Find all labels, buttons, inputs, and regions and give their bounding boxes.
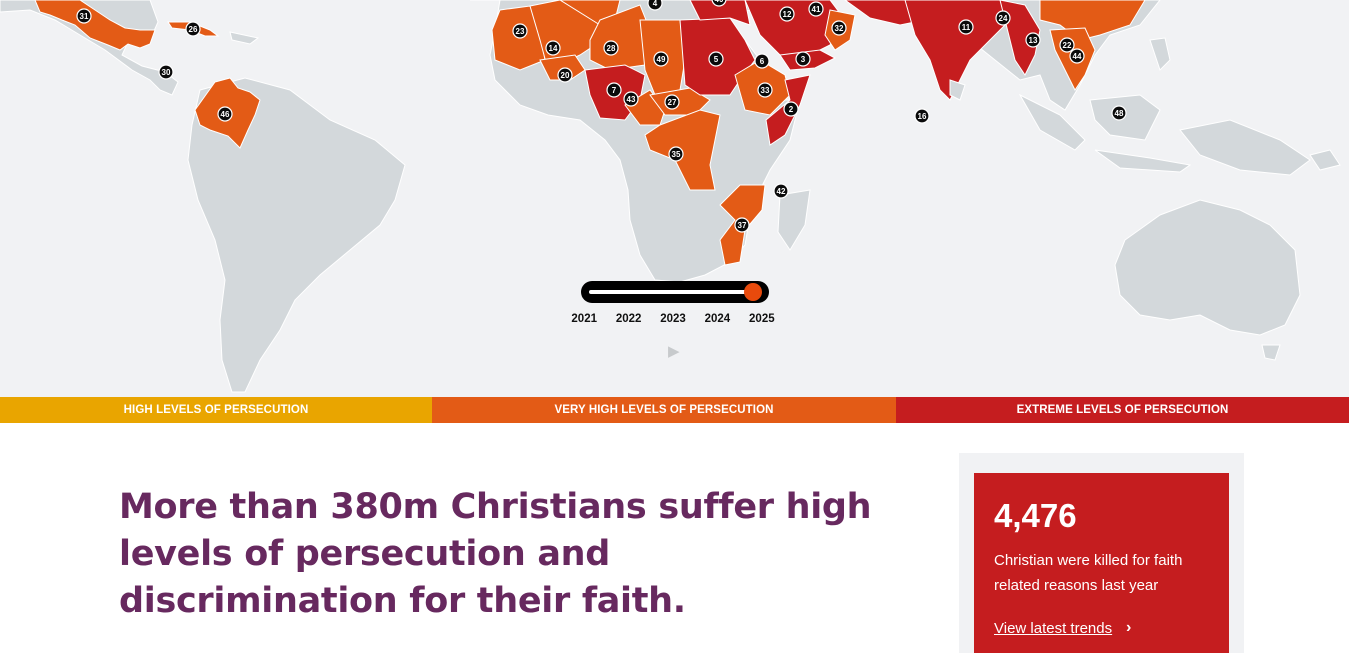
svg-text:42: 42: [777, 187, 786, 196]
persecution-world-map[interactable]: 3126304623142028497432735563332440124132…: [0, 0, 1349, 397]
rank-marker[interactable]: 23: [512, 23, 528, 39]
view-latest-trends-link[interactable]: View latest trends: [994, 620, 1113, 637]
rank-marker[interactable]: 26: [185, 21, 201, 37]
svg-text:20: 20: [561, 71, 570, 80]
rank-marker[interactable]: 35: [668, 146, 684, 162]
rank-marker[interactable]: 37: [734, 217, 750, 233]
svg-text:16: 16: [918, 112, 927, 121]
country-burkina: [539, 54, 586, 81]
rank-marker[interactable]: 32: [831, 20, 847, 36]
svg-text:26: 26: [189, 25, 198, 34]
country-drc: [644, 109, 721, 191]
svg-text:41: 41: [812, 5, 821, 14]
svg-text:14: 14: [549, 44, 558, 53]
stat-number: 4,476: [994, 497, 1077, 534]
rank-marker[interactable]: 28: [603, 40, 619, 56]
rank-marker[interactable]: 24: [995, 10, 1011, 26]
rank-marker[interactable]: 12: [779, 6, 795, 22]
legend-extreme: EXTREME LEVELS OF PERSECUTION: [896, 397, 1349, 423]
svg-text:44: 44: [1073, 52, 1082, 61]
year-slider-track: [589, 290, 759, 294]
rank-marker[interactable]: 3: [795, 51, 811, 67]
svg-text:31: 31: [80, 12, 89, 21]
legend-high: HIGH LEVELS OF PERSECUTION: [0, 397, 432, 423]
year-label[interactable]: 2022: [615, 313, 642, 325]
svg-text:43: 43: [627, 95, 636, 104]
rank-marker[interactable]: 7: [606, 82, 622, 98]
svg-text:3: 3: [801, 55, 806, 64]
play-icon[interactable]: ▶: [668, 343, 680, 360]
svg-text:33: 33: [761, 86, 770, 95]
year-label[interactable]: 2024: [704, 313, 731, 325]
rank-marker[interactable]: 6: [754, 53, 770, 69]
page-headline: More than 380m Christians suffer high le…: [119, 487, 872, 621]
svg-text:23: 23: [516, 27, 525, 36]
svg-text:48: 48: [1115, 109, 1124, 118]
country-mexico: [34, 0, 156, 51]
rank-marker[interactable]: 30: [158, 64, 174, 80]
svg-text:37: 37: [738, 221, 747, 230]
year-slider-knob[interactable]: [744, 283, 762, 301]
svg-text:7: 7: [612, 86, 617, 95]
rank-marker[interactable]: 33: [757, 82, 773, 98]
chevron-right-icon: ›: [1126, 619, 1132, 636]
rank-marker[interactable]: 14: [545, 40, 561, 56]
svg-text:32: 32: [835, 24, 844, 33]
rank-marker[interactable]: 41: [808, 1, 824, 17]
svg-text:13: 13: [1029, 36, 1038, 45]
svg-text:40: 40: [715, 0, 724, 4]
svg-text:11: 11: [962, 23, 971, 32]
svg-text:30: 30: [162, 68, 171, 77]
rank-marker[interactable]: 44: [1069, 48, 1085, 64]
legend-very-high: VERY HIGH LEVELS OF PERSECUTION: [432, 397, 896, 423]
rank-marker[interactable]: 31: [76, 8, 92, 24]
year-labels: 2021 2022 2023 2024 2025: [562, 313, 784, 325]
country-egypt: [689, 0, 751, 26]
rank-marker[interactable]: 13: [1025, 32, 1041, 48]
year-slider[interactable]: [581, 281, 769, 303]
year-label[interactable]: 2025: [749, 313, 775, 325]
country-car: [649, 87, 711, 116]
rank-marker[interactable]: 49: [653, 51, 669, 67]
svg-text:2: 2: [789, 105, 794, 114]
stat-card: 4,476 Christian were killed for faith re…: [974, 473, 1229, 653]
year-label[interactable]: 2023: [660, 313, 686, 325]
svg-text:24: 24: [999, 14, 1008, 23]
rank-marker[interactable]: 22: [1059, 37, 1075, 53]
rank-marker[interactable]: 48: [1111, 105, 1127, 121]
svg-text:12: 12: [783, 10, 792, 19]
rank-marker[interactable]: 5: [708, 51, 724, 67]
rank-marker[interactable]: 11: [958, 19, 974, 35]
svg-text:22: 22: [1063, 41, 1072, 50]
svg-text:28: 28: [607, 44, 616, 53]
svg-text:46: 46: [221, 110, 230, 119]
country-china: [1039, 0, 1146, 41]
rank-marker[interactable]: 46: [217, 106, 233, 122]
rank-marker[interactable]: 43: [623, 91, 639, 107]
year-label[interactable]: 2021: [571, 313, 597, 325]
svg-text:35: 35: [672, 150, 681, 159]
svg-text:5: 5: [714, 55, 719, 64]
rank-marker[interactable]: 20: [557, 67, 573, 83]
stat-description: Christian were killed for faith related …: [994, 552, 1183, 594]
svg-text:4: 4: [653, 0, 658, 8]
svg-text:49: 49: [657, 55, 666, 64]
rank-marker[interactable]: 42: [773, 183, 789, 199]
svg-text:6: 6: [760, 57, 765, 66]
rank-marker[interactable]: 4: [647, 0, 663, 11]
persecution-legend: HIGH LEVELS OF PERSECUTION VERY HIGH LEV…: [0, 397, 1349, 423]
rank-marker[interactable]: 40: [711, 0, 727, 7]
svg-text:27: 27: [668, 98, 677, 107]
rank-marker[interactable]: 2: [783, 101, 799, 117]
rank-marker[interactable]: 16: [914, 108, 930, 124]
rank-marker[interactable]: 27: [664, 94, 680, 110]
